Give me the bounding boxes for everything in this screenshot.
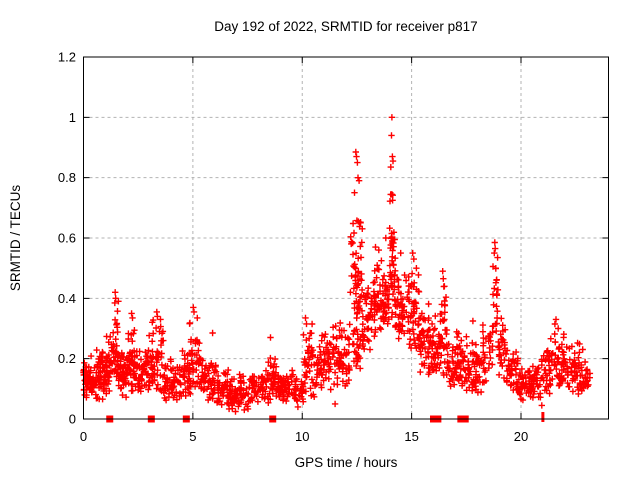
x-tick-label: 0 — [80, 429, 87, 444]
y-tick-label: 1.2 — [58, 50, 76, 65]
x-tick-label: 20 — [514, 429, 528, 444]
data-points — [80, 114, 594, 423]
y-tick-label: 0.6 — [58, 231, 76, 246]
x-tick-label: 10 — [295, 429, 309, 444]
y-tick-label: 0.4 — [58, 291, 76, 306]
y-axis-label: SRMTID / TECUs — [8, 185, 23, 292]
chart-title: Day 192 of 2022, SRMTID for receiver p81… — [214, 19, 477, 34]
x-axis-label: GPS time / hours — [295, 455, 398, 470]
axes — [83, 56, 609, 420]
y-tick-label: 0.8 — [58, 170, 76, 185]
x-tick-label: 15 — [404, 429, 418, 444]
x-tick-label: 5 — [189, 429, 196, 444]
scatter-markers — [80, 114, 594, 415]
y-tick-label: 0.2 — [58, 351, 76, 366]
baseline-thin-marker — [541, 412, 545, 422]
y-tick-label: 0 — [69, 412, 76, 427]
y-tick-label: 1 — [69, 110, 76, 125]
tick-marks — [83, 56, 609, 420]
tick-labels: 0 5 10 15 20 0 0.2 0.4 0.6 0.8 1 1.2 — [58, 50, 528, 445]
